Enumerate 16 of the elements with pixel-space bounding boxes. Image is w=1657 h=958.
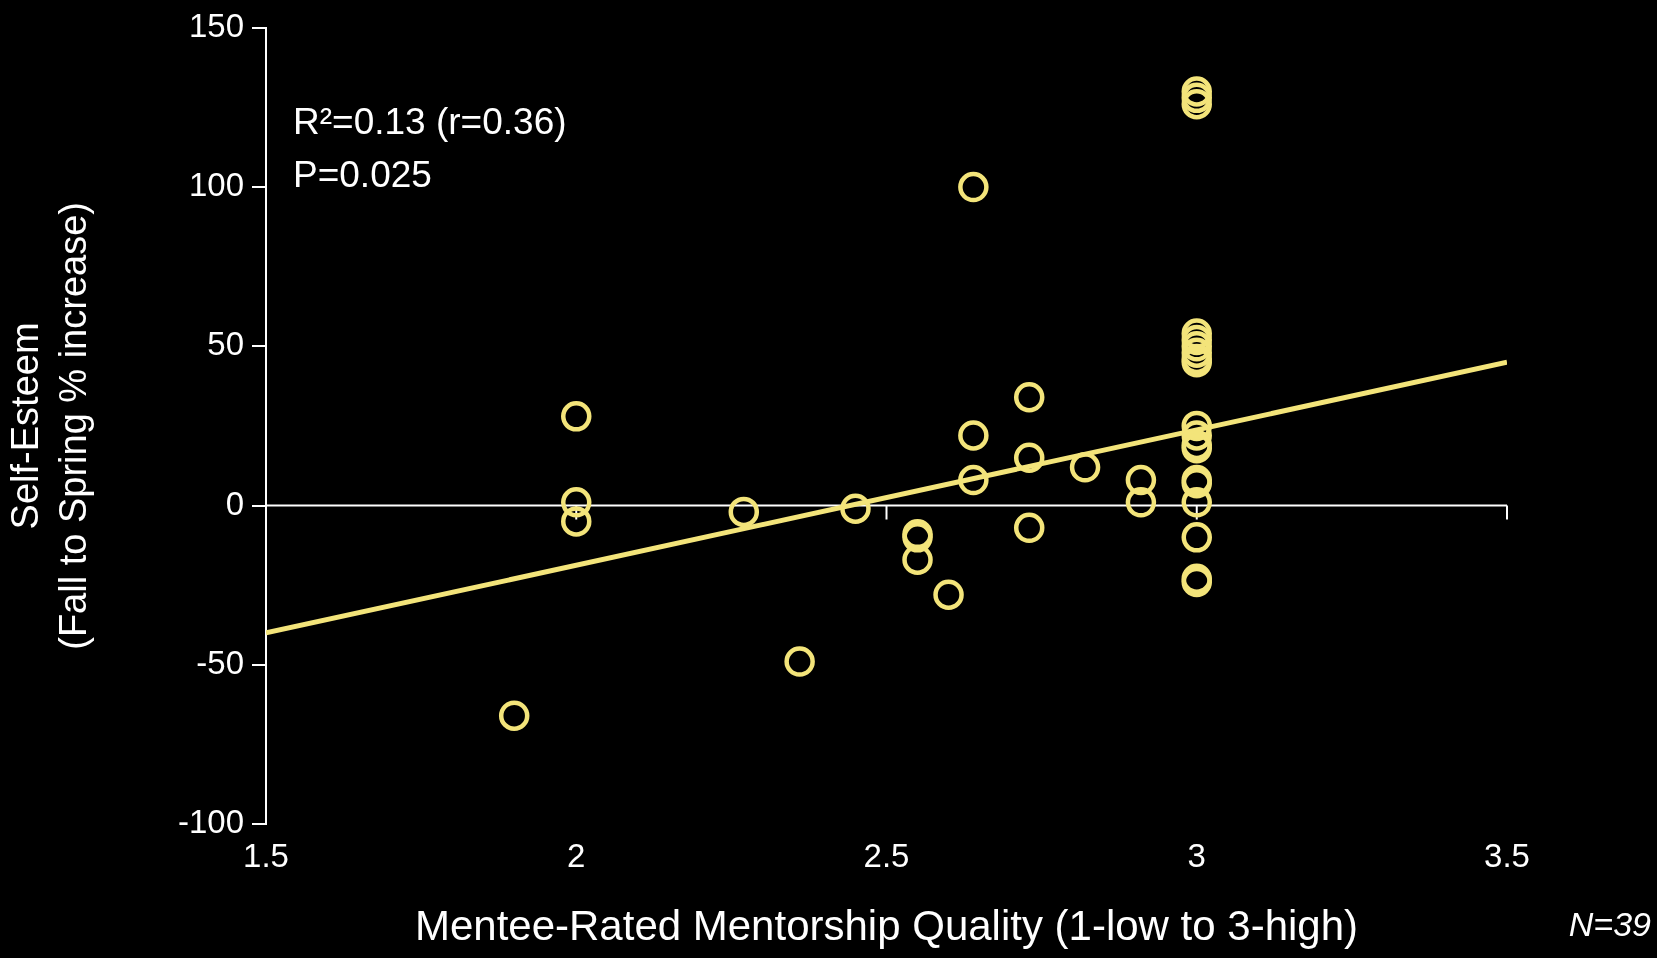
x-tick-label: 1.5: [243, 836, 289, 874]
x-axis-title: Mentee-Rated Mentorship Quality (1-low to 3-high): [414, 902, 1359, 950]
annotation: R²=0.13 (r=0.36): [293, 100, 567, 142]
text: N=39: [1568, 905, 1652, 943]
y-axis-title: Self-Esteem (Fall to Spring % increase): [4, 202, 94, 650]
y-tick-label: -50: [196, 643, 244, 681]
y-tick-label: 150: [188, 6, 244, 44]
x-tick-label: 3.5: [1484, 836, 1530, 874]
x-tick-label: 2.5: [863, 836, 910, 874]
x-tick-label: 2: [567, 836, 586, 874]
y-tick-label: 100: [188, 166, 244, 204]
y-tick-label: 50: [207, 325, 244, 363]
y-tick-label: -100: [177, 803, 244, 841]
annotation: P=0.025: [293, 153, 432, 195]
y-tick-label: 0: [225, 484, 244, 522]
x-tick-label: 3: [1187, 836, 1206, 874]
